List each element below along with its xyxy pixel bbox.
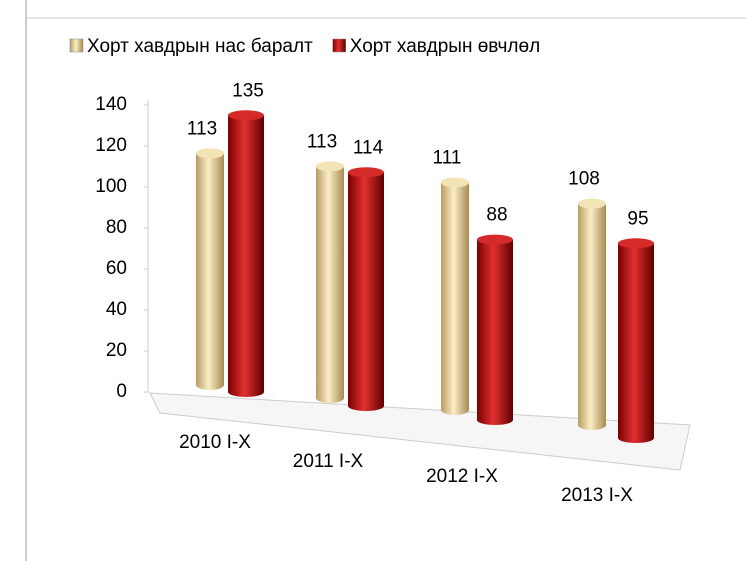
x-tick-label: 2013 I-X <box>561 485 633 506</box>
data-label: 95 <box>627 208 648 229</box>
bar <box>477 239 513 425</box>
data-label: 88 <box>486 205 507 226</box>
y-tick-label: 120 <box>95 135 127 156</box>
bar <box>618 243 654 443</box>
legend-label: Хорт хавдрын өвчлөл <box>350 36 540 57</box>
bar-top <box>228 110 264 121</box>
y-tick-label: 100 <box>95 176 127 197</box>
x-tick-label: 2011 I-X <box>293 451 364 472</box>
x-tick-label: 2012 I-X <box>426 466 498 487</box>
y-tick-label: 140 <box>95 94 127 115</box>
bar <box>348 172 384 411</box>
legend-swatch <box>332 38 346 53</box>
bar <box>316 166 344 403</box>
x-tick-label: 2010 I-X <box>179 432 251 453</box>
data-label: 135 <box>232 80 264 101</box>
bar-top <box>441 177 469 188</box>
y-tick-label: 40 <box>106 299 127 320</box>
data-label: 114 <box>353 137 384 158</box>
data-label: 113 <box>187 118 217 139</box>
bar <box>578 203 606 430</box>
y-tick-label: 80 <box>106 217 127 238</box>
y-tick-label: 20 <box>106 340 127 361</box>
data-label: 113 <box>307 131 337 152</box>
y-tick-label: 0 <box>116 381 127 402</box>
bar-top <box>316 161 344 172</box>
bar-top <box>196 148 224 159</box>
bar-top <box>618 238 654 249</box>
bar <box>196 153 224 390</box>
bar <box>228 115 264 397</box>
legend-label: Хорт хавдрын нас баралт <box>87 36 313 57</box>
bar <box>441 182 469 415</box>
bar-top <box>578 198 606 209</box>
legend-swatch <box>69 38 84 53</box>
bar-top <box>348 167 384 178</box>
data-label: 111 <box>433 147 462 168</box>
data-label: 108 <box>568 169 600 190</box>
bar-top <box>477 234 513 245</box>
y-tick-label: 60 <box>106 258 127 279</box>
